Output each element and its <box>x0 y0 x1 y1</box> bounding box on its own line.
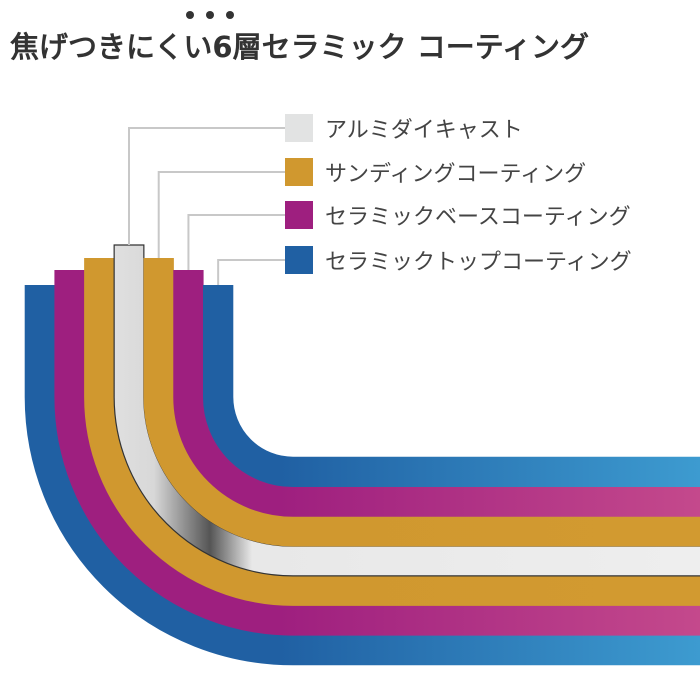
legend-item-ceramic-base: セラミックベースコーティング <box>285 201 631 230</box>
legend-label: サンディングコーティング <box>325 162 587 187</box>
legend-swatch <box>285 201 313 229</box>
layer-band <box>143 258 700 547</box>
legend-label: セラミックトップコーティング <box>325 250 632 275</box>
layer-band <box>84 258 700 606</box>
emphasis-dot <box>186 11 194 19</box>
layer-band <box>54 270 700 636</box>
emphasis-dot <box>226 11 234 19</box>
layer-band <box>113 245 700 577</box>
leader-line <box>128 127 285 245</box>
emphasis-dot <box>206 11 214 19</box>
leader-line <box>217 259 285 285</box>
legend-label: アルミダイキャスト <box>325 118 523 143</box>
legend-item-ceramic-top: セラミックトップコーティング <box>285 246 632 275</box>
legend-swatch <box>285 246 313 274</box>
legend-item-sanding: サンディングコーティング <box>285 158 587 187</box>
layer-band <box>202 285 700 488</box>
page-title: 焦げつきにくい6層セラミック コーティング <box>10 30 589 64</box>
leader-line <box>187 214 285 270</box>
layer-band <box>173 270 700 517</box>
legend-item-aluminum: アルミダイキャスト <box>285 114 523 143</box>
leader-line <box>157 171 285 258</box>
legend-swatch <box>285 114 313 142</box>
legend-label: セラミックベースコーティング <box>325 205 631 230</box>
layer-band <box>24 285 700 666</box>
legend-swatch <box>285 158 313 186</box>
